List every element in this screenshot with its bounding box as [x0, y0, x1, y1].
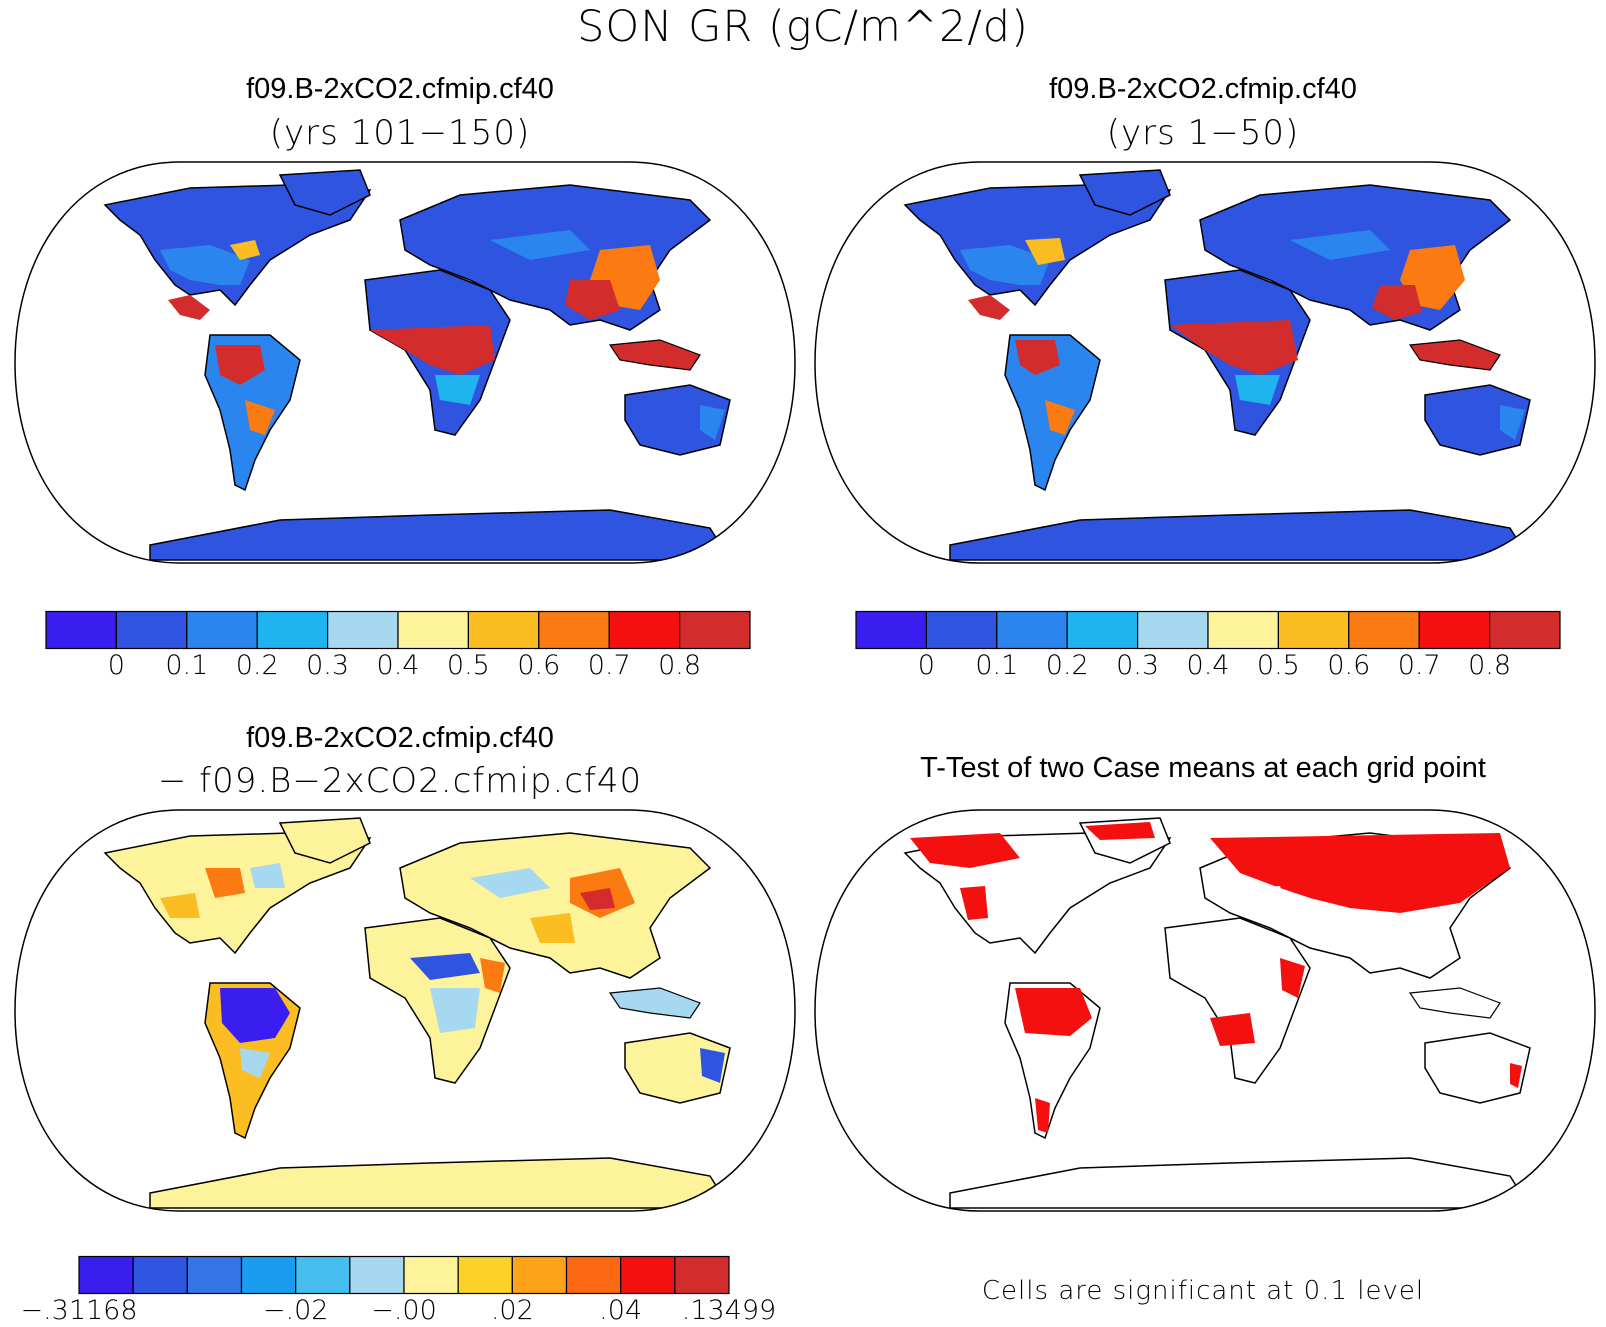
panel-1-subtitle: (yrs 101−150)	[269, 113, 531, 153]
colorbar-swatch	[1348, 610, 1420, 650]
colorbar-tick-label: 0.2	[235, 650, 279, 681]
colorbar-tick-label: −.02	[262, 1295, 329, 1326]
colorbar-tick-label: .02	[490, 1295, 534, 1326]
significance-note: Cells are significant at 0.1 level	[981, 1276, 1425, 1306]
colorbar-swatch	[78, 1255, 134, 1295]
colorbar-tick-label: 0.5	[446, 650, 490, 681]
colorbar-swatch	[45, 610, 118, 650]
antarctica	[949, 1157, 1532, 1209]
figure-title: SON GR (gC/m^2/d)	[577, 2, 1029, 52]
colorbar-swatch	[1207, 610, 1280, 650]
colorbar-tick-label: 0.3	[306, 650, 350, 681]
colorbar-swatch	[538, 610, 610, 650]
colorbar-swatch	[186, 610, 258, 650]
colorbar-swatch	[1277, 610, 1350, 650]
colorbar-swatch	[327, 610, 399, 650]
colorbar-tick-label: .13499	[681, 1295, 777, 1326]
colorbar-swatch	[115, 610, 188, 650]
antarctica	[949, 509, 1532, 561]
colorbar-tick-label: 0.1	[975, 650, 1019, 681]
colorbar-tick-label: 0.1	[165, 650, 209, 681]
colorbar-swatch	[457, 1255, 513, 1295]
colorbar-swatch	[1418, 610, 1491, 650]
colorbar-swatch	[1137, 610, 1209, 650]
panel-3-subtitle: − f09.B−2xCO2.cfmip.cf40	[157, 761, 643, 801]
panel-2-colorbar-labels: 0 0.1 0.2 0.3 0.4 0.5 0.6 0.7 0.8	[856, 650, 1560, 686]
colorbar-swatch	[397, 610, 470, 650]
eurasia	[399, 832, 712, 979]
panel-2-colorbar	[855, 610, 1561, 650]
colorbar-swatch	[1066, 610, 1139, 650]
colorbar-swatch	[678, 610, 751, 650]
colorbar-swatch	[403, 1255, 459, 1295]
panel-2-subtitle: (yrs 1−50)	[1106, 113, 1300, 153]
panel-3-colorbar	[78, 1255, 730, 1295]
se-asia-islands	[608, 339, 701, 371]
colorbar-swatch	[511, 1255, 568, 1295]
panel-3-title: f09.B-2xCO2.cfmip.cf40	[246, 722, 554, 754]
africa	[1164, 917, 1311, 1084]
australia	[1424, 384, 1531, 456]
colorbar-swatch	[132, 1255, 188, 1295]
colorbar-tick-label: .04	[599, 1295, 643, 1326]
panel-4-title: T-Test of two Case means at each grid po…	[920, 752, 1486, 784]
colorbar-swatch	[349, 1255, 405, 1295]
panel-2-title: f09.B-2xCO2.cfmip.cf40	[1049, 73, 1357, 105]
colorbar-tick-label: 0.8	[1468, 650, 1512, 681]
colorbar-swatch	[565, 1255, 622, 1295]
se-asia-islands	[608, 987, 701, 1019]
colorbar-tick-label: 0.7	[1397, 650, 1441, 681]
colorbar-swatch	[855, 610, 928, 650]
colorbar-swatch	[240, 1255, 297, 1295]
colorbar-swatch	[925, 610, 998, 650]
colorbar-swatch	[620, 1255, 676, 1295]
australia	[624, 384, 731, 456]
colorbar-tick-label: 0.8	[658, 650, 702, 681]
colorbar-swatch	[186, 1255, 243, 1295]
colorbar-swatch	[467, 610, 540, 650]
colorbar-swatch	[1488, 610, 1561, 650]
panel-4-map	[814, 809, 1596, 1212]
colorbar-swatch	[295, 1255, 351, 1295]
colorbar-tick-label: 0.6	[1327, 650, 1371, 681]
se-asia-islands	[1408, 339, 1501, 371]
colorbar-tick-label: 0	[107, 650, 125, 681]
colorbar-tick-label: −.00	[371, 1295, 437, 1326]
colorbar-swatch	[608, 610, 681, 650]
panel-2-map	[814, 161, 1596, 564]
panel-1-colorbar	[45, 610, 751, 650]
colorbar-swatch	[674, 1255, 730, 1295]
greenland	[278, 817, 371, 864]
colorbar-tick-label: 0.4	[1186, 650, 1230, 681]
antarctica	[149, 509, 732, 561]
colorbar-tick-label: 0.6	[517, 650, 561, 681]
greenland	[278, 169, 371, 216]
colorbar-tick-label: 0.3	[1116, 650, 1160, 681]
se-asia-islands	[1408, 987, 1501, 1019]
colorbar-tick-label: 0	[917, 650, 935, 681]
greenland	[1078, 169, 1171, 216]
colorbar-tick-label: −.31168	[20, 1295, 138, 1326]
panel-3-map	[14, 809, 796, 1212]
colorbar-swatch	[256, 610, 329, 650]
panel-1-colorbar-labels: 0 0.1 0.2 0.3 0.4 0.5 0.6 0.7 0.8	[46, 650, 750, 686]
colorbar-swatch	[996, 610, 1068, 650]
colorbar-tick-label: 0.4	[376, 650, 420, 681]
colorbar-tick-label: 0.7	[587, 650, 631, 681]
antarctica	[149, 1157, 732, 1209]
australia	[1424, 1032, 1531, 1104]
panel-1-map	[14, 161, 796, 564]
colorbar-tick-label: 0.5	[1256, 650, 1300, 681]
panel-3-colorbar-labels: −.31168 −.02 −.00 .02 .04 .13499	[20, 1295, 776, 1327]
panel-1-title: f09.B-2xCO2.cfmip.cf40	[246, 73, 554, 105]
colorbar-tick-label: 0.2	[1045, 650, 1089, 681]
